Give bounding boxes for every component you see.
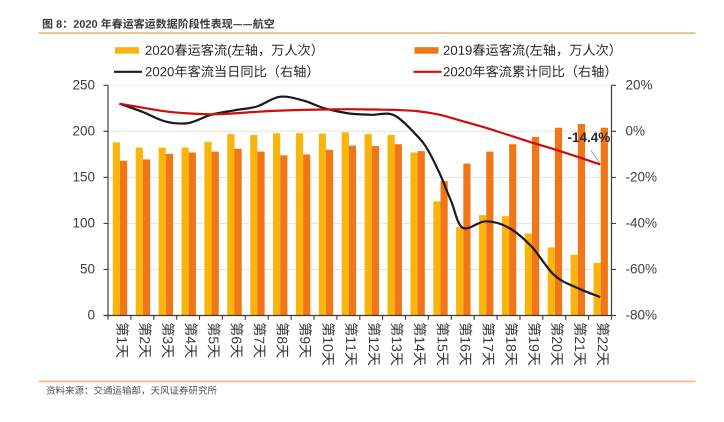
svg-text:20%: 20% <box>626 78 653 93</box>
svg-text:100: 100 <box>72 216 95 231</box>
svg-text:-14.4%: -14.4% <box>568 130 611 145</box>
svg-text:-80%: -80% <box>626 308 658 323</box>
svg-text:0: 0 <box>87 308 95 323</box>
svg-text:50: 50 <box>80 262 95 277</box>
svg-text:250: 250 <box>72 78 95 93</box>
svg-text:0%: 0% <box>626 124 646 139</box>
svg-text:-20%: -20% <box>626 170 658 185</box>
svg-text:150: 150 <box>72 170 95 185</box>
svg-text:-40%: -40% <box>626 216 658 231</box>
svg-text:-60%: -60% <box>626 262 658 277</box>
svg-text:200: 200 <box>72 124 95 139</box>
